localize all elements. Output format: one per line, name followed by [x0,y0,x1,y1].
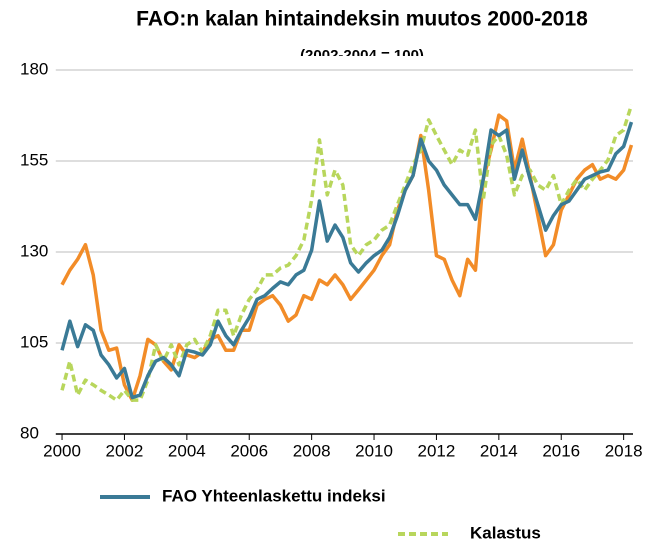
x-tick-label: 2004 [168,441,206,460]
x-tick-label: 2014 [480,441,518,460]
series-line [60,113,634,402]
x-tick-label: 2000 [43,441,81,460]
x-tick-label: 2012 [418,441,456,460]
chart-subtitle: (2002-2004 = 100) [300,47,424,64]
x-tick-label: 2018 [605,441,643,460]
chart-title: FAO:n kalan hintaindeksin muutos 2000-20… [136,8,588,31]
x-tick-label: 2010 [355,441,393,460]
x-tick-label: 2002 [106,441,144,460]
y-tick-label: 130 [20,241,48,260]
y-tick-label: 155 [20,150,48,169]
legend-label: FAO Yhteenlaskettu indeksi [162,486,386,505]
x-tick-label: 2016 [542,441,580,460]
y-tick-label: 180 [20,59,48,78]
legend-label: Kalastus [470,523,541,542]
y-tick-label: 105 [20,332,48,351]
y-tick-label: 80 [20,423,39,442]
x-tick-label: 2008 [293,441,331,460]
series-line [60,121,634,400]
series-line [60,104,634,402]
x-tick-label: 2006 [230,441,268,460]
